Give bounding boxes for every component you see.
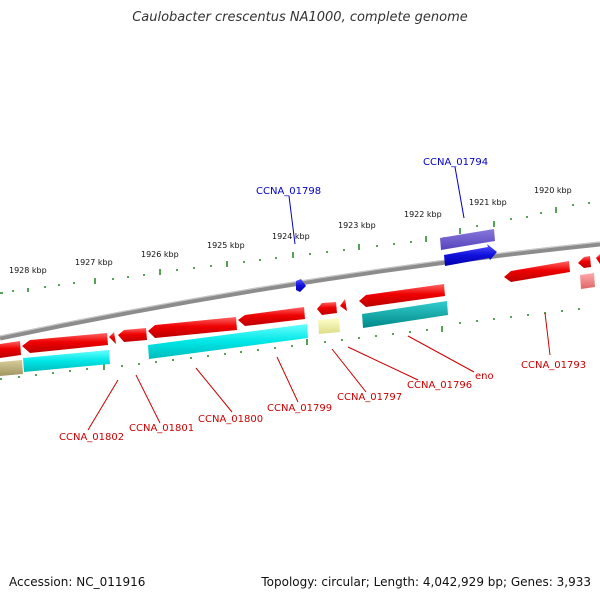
gene-ccna-01796-a[interactable] [340,299,347,311]
kbp-scale: 1928 kbp 1927 kbp 1926 kbp 1925 kbp 1924… [9,186,572,275]
reverse-strand-features [0,273,595,376]
gene-right-partial[interactable] [578,256,591,268]
kbp-label: 1928 kbp [9,266,47,275]
gene-ccna-01794-rna[interactable] [440,229,495,250]
gene-label-top[interactable]: CCNA_01798 [256,186,321,197]
feature-ccna-01793[interactable] [580,273,595,289]
gene-ccna-01802[interactable] [22,333,108,353]
feature-olive[interactable] [0,360,23,376]
gene-ccna-01794[interactable] [444,244,497,266]
inner-tick-ring [0,308,580,380]
gene-label-bottom[interactable]: CCNA_01793 [521,360,586,371]
gene-label-bottom[interactable]: CCNA_01799 [267,403,332,414]
kbp-label: 1924 kbp [272,232,310,241]
gene-label-bottom[interactable]: CCNA_01796 [407,380,472,391]
gene-ccna-01801[interactable] [118,328,147,342]
feature-ccna-01796[interactable] [362,301,448,328]
kbp-label: 1926 kbp [141,250,179,259]
gene-label-bottom[interactable]: eno [475,371,494,382]
kbp-label: 1925 kbp [207,241,245,250]
kbp-label: 1920 kbp [534,186,572,195]
genome-summary-text: Topology: circular; Length: 4,042,929 bp… [261,575,591,589]
gene-ccna-01801-a[interactable] [109,332,116,344]
forward-strand-genes [296,229,497,292]
gene-ccna-01799[interactable] [238,307,305,326]
gene-ccna-01798[interactable] [296,279,306,292]
kbp-label: 1927 kbp [75,258,113,267]
outer-tick-ring [0,202,590,294]
accession-text: Accession: NC_011916 [9,575,146,589]
feature-ccna-01802[interactable] [23,350,110,372]
gene-ccna-01796[interactable] [359,284,445,307]
gene-left-partial[interactable] [0,341,21,358]
gene-ccna-01793[interactable] [504,261,570,282]
gene-ccna-01797[interactable] [317,302,337,315]
reverse-strand-genes [0,254,600,358]
feature-ccna-01797[interactable] [318,318,340,334]
feature-ccna-01800[interactable] [148,324,308,359]
kbp-label: 1922 kbp [404,210,442,219]
gene-label-bottom[interactable]: CCNA_01797 [337,392,402,403]
kbp-label: 1923 kbp [338,221,376,230]
map-title: Caulobacter crescentus NA1000, complete … [132,10,468,25]
gene-label-bottom[interactable]: CCNA_01800 [198,414,263,425]
gene-label-bottom[interactable]: CCNA_01802 [59,432,124,443]
gene-ccna-01800[interactable] [148,317,237,338]
gene-label-top[interactable]: CCNA_01794 [423,157,488,168]
kbp-label: 1921 kbp [469,198,507,207]
gene-right-edge[interactable] [596,254,600,264]
label-leader-lines [87,166,551,431]
gene-labels: CCNA_01798 CCNA_01794 CCNA_01802 CCNA_01… [59,157,586,443]
gene-label-bottom[interactable]: CCNA_01801 [129,423,194,434]
